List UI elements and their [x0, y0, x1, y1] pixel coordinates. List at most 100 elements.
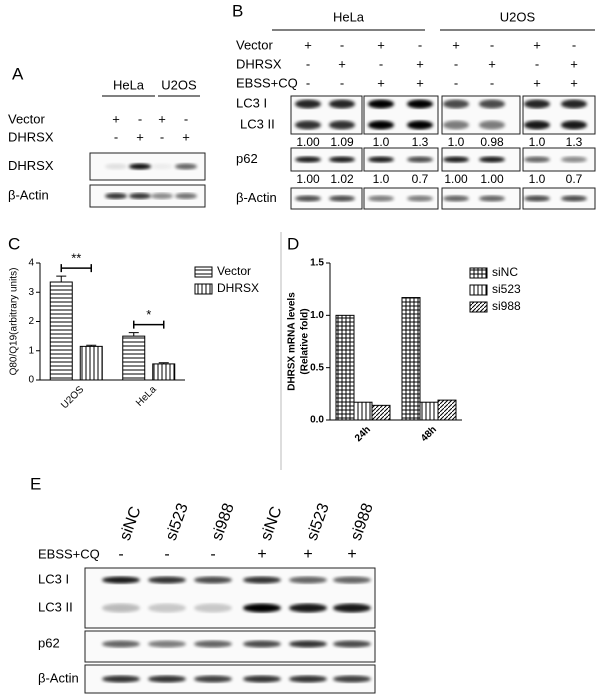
blot-band — [561, 120, 587, 130]
blot-label: LC3 I — [38, 571, 69, 586]
condition-mark: - — [210, 546, 215, 563]
blot-band — [102, 675, 140, 683]
quantification: 1.00 — [296, 172, 320, 186]
condition-mark: - — [306, 56, 310, 71]
legend-label: Vector — [217, 264, 251, 278]
condition-mark: + — [570, 56, 578, 71]
blot-band — [243, 640, 281, 648]
lane-label: siNC — [117, 504, 145, 542]
blot-frame — [522, 187, 596, 210]
blot-band — [443, 99, 469, 109]
panel-label: E — [30, 474, 41, 493]
error-bar — [56, 275, 67, 283]
condition-mark: - — [490, 75, 494, 90]
blot-band — [479, 99, 505, 109]
legend-swatch — [469, 301, 488, 313]
condition-mark: - — [572, 37, 576, 52]
lane-label: si988 — [348, 501, 377, 543]
significance-bracket — [133, 320, 165, 329]
quantification: 0.7 — [566, 172, 583, 186]
blot-frame — [84, 630, 376, 663]
blot-band — [295, 156, 321, 163]
bar — [401, 297, 421, 421]
condition-mark: - — [490, 37, 494, 52]
blot-band — [368, 120, 394, 130]
blot-label: β-Actin — [8, 187, 49, 202]
condition-mark: + — [136, 129, 144, 144]
bar — [437, 399, 457, 421]
quantification: 1.0 — [373, 135, 390, 149]
condition-mark: + — [570, 75, 578, 90]
bar — [49, 281, 73, 381]
y-axis-label: DHRSX mRNA levels — [287, 292, 298, 391]
y-tick-label: 1 — [28, 345, 34, 356]
condition-mark: + — [416, 75, 424, 90]
blot-label: β-Actin — [38, 670, 79, 685]
condition-mark: - — [138, 111, 142, 126]
condition-mark: - — [118, 546, 123, 563]
error-bar — [158, 362, 169, 364]
blot-band — [148, 603, 186, 613]
blot-band — [129, 193, 151, 199]
condition-mark: + — [377, 75, 385, 90]
quantification: 1.00 — [296, 135, 320, 149]
blot-band — [407, 99, 433, 109]
blot-frame — [363, 187, 439, 210]
blot-band — [524, 156, 550, 163]
blot-band — [129, 163, 151, 170]
quantification: 1.00 — [480, 172, 504, 186]
blot-frame — [290, 187, 363, 210]
legend-label: si523 — [492, 282, 521, 296]
condition-mark: - — [340, 37, 344, 52]
blot-band — [102, 640, 140, 648]
blot-band — [333, 603, 371, 613]
bar — [79, 345, 103, 381]
error-bar — [128, 332, 139, 337]
condition-label: Vector — [236, 37, 274, 52]
blot-band — [524, 120, 550, 130]
blot-band — [289, 675, 327, 683]
blot-label: p62 — [236, 151, 258, 166]
condition-mark: - — [535, 56, 539, 71]
legend-swatch — [194, 266, 213, 278]
blot-band — [443, 195, 469, 202]
blot-band — [194, 603, 232, 613]
blot-band — [151, 193, 173, 199]
blot-band — [175, 193, 197, 199]
blot-band — [295, 99, 321, 109]
blot-band — [368, 156, 394, 163]
blot-label: LC3 II — [240, 116, 275, 131]
blot-band — [148, 576, 186, 584]
blot-band — [443, 120, 469, 130]
condition-mark: + — [488, 56, 496, 71]
blot-band — [561, 156, 587, 163]
group-label: HeLa — [333, 9, 365, 24]
condition-mark: - — [340, 75, 344, 90]
blot-band — [105, 193, 127, 199]
legend-swatch — [469, 284, 488, 296]
blot-label: p62 — [38, 635, 60, 650]
y-tick-label: 0 — [28, 375, 34, 386]
condition-label: EBSS+CQ — [236, 75, 298, 90]
condition-mark: + — [452, 37, 460, 52]
blot-band — [175, 163, 197, 170]
blot-band — [479, 156, 505, 163]
blot-band — [407, 195, 433, 202]
blot-band — [289, 603, 327, 613]
quantification: 1.0 — [448, 135, 465, 149]
significance-bracket — [60, 264, 92, 273]
condition-mark: - — [418, 37, 422, 52]
condition-mark: + — [338, 56, 346, 71]
condition-mark: + — [377, 37, 385, 52]
condition-label: DHRSX — [8, 129, 54, 144]
y-tick-label: 2 — [28, 316, 34, 327]
blot-band — [102, 603, 140, 613]
blot-band — [295, 120, 321, 130]
legend-label: DHRSX — [217, 281, 259, 295]
panel-label: B — [232, 1, 243, 20]
condition-mark: + — [158, 111, 166, 126]
x-tick-label: 24h — [353, 424, 373, 444]
lane-label: siNC — [258, 504, 286, 542]
condition-mark: - — [114, 129, 118, 144]
condition-label: EBSS+CQ — [38, 546, 100, 561]
